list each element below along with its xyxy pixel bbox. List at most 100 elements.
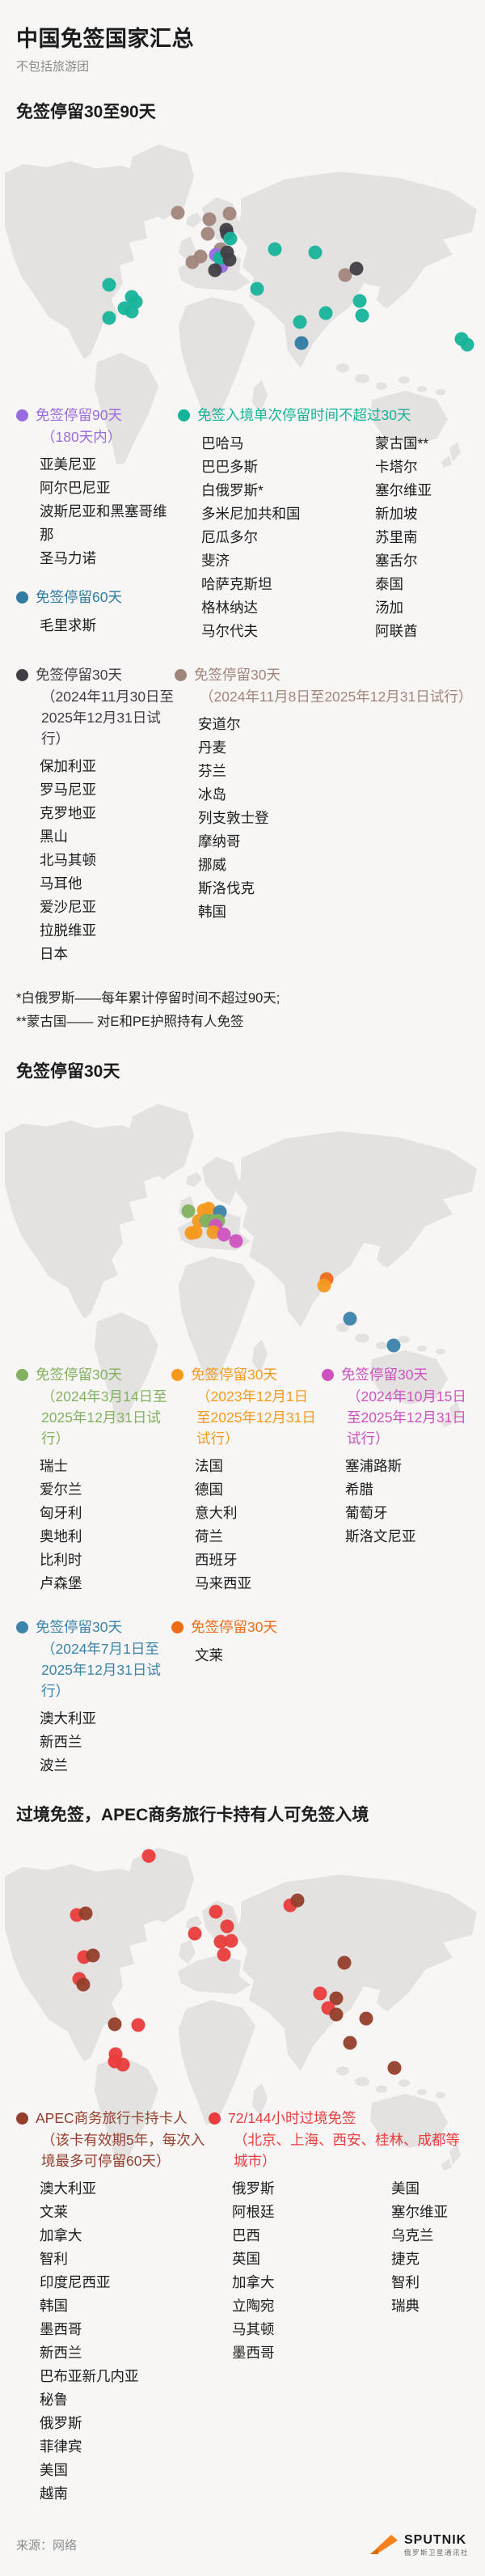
legend-dot — [171, 1621, 183, 1633]
country-item: 文莱 — [195, 1647, 223, 1663]
map-dot — [188, 1225, 203, 1239]
country-item: 圣马力诺 — [40, 550, 96, 566]
country-list: 美国 塞尔维亚 乌克兰 捷克 智利 瑞典 — [368, 2177, 485, 2365]
country-item: 法国 — [195, 1458, 223, 1474]
legend-group: 免签入境单次停留时间不超过30天 巴哈马 巴巴多斯 白俄罗斯* 多米尼加共和国 厄瓜多尔斐… — [178, 405, 469, 643]
legend-group: 免签停留30天 （2024年11月30日至2025年12月31日试行） 保加利亚 罗马… — [16, 664, 175, 966]
map-dot — [188, 1926, 202, 1941]
map-dot — [202, 212, 217, 227]
country-list: 俄罗斯 阿根廷 巴西 英国 加拿大 立陶宛 马其顿 墨西哥 — [209, 2177, 368, 2365]
legend: 免签停留30天 （2024年3月14日至2025年12月31日试行） 瑞士 爱尔兰 匈牙… — [0, 1364, 485, 1777]
country-item: 巴西 — [232, 2227, 260, 2243]
country-item: 黑山 — [40, 828, 68, 845]
country-item: 越南 — [40, 2485, 68, 2502]
map-dot — [349, 261, 364, 276]
country-item: 墨西哥 — [40, 2321, 82, 2337]
map-dot — [308, 245, 323, 260]
legend-group: 免签停留60天毛里求斯 — [16, 587, 178, 638]
map-dot — [222, 206, 237, 221]
country-item: 波斯尼亚和黑塞哥维那 — [40, 503, 167, 543]
legend-row: 免签停留30天 （2024年7月1日至2025年12月31日试行） 澳大利亚 新西兰波… — [16, 1616, 469, 1777]
country-item: 墨西哥 — [232, 2345, 275, 2361]
legend-title: 免签停留30天 — [36, 1366, 122, 1383]
legend-title: 免签停留30天 — [191, 1619, 277, 1635]
country-list: 瑞士 爱尔兰 匈牙利 奥地利 比利时 卢森堡 — [16, 1455, 171, 1595]
map-dot — [78, 1906, 93, 1921]
map-dot — [102, 311, 116, 325]
legend-title: 免签停留60天 — [36, 589, 122, 605]
map-dot — [206, 1225, 221, 1239]
source-label: 来源：网络 — [16, 2538, 78, 2553]
country-item: 澳大利亚 — [40, 1710, 96, 1727]
legend-subtitle: （2024年7月1日至2025年12月31日试行） — [41, 1641, 161, 1699]
legend-cell: 免签停留30天 （2024年10月15日至2025年12月31日试行） 塞浦路斯 希腊… — [322, 1364, 469, 1549]
country-item: 意大利 — [195, 1505, 238, 1521]
country-item: 白俄罗斯* — [201, 482, 264, 498]
legend-dot — [209, 2112, 221, 2125]
country-item: 多米尼加共和国 — [201, 506, 301, 522]
country-item: 奥地利 — [40, 1528, 82, 1544]
country-item: 巴巴多斯 — [201, 459, 258, 475]
map-dot — [185, 255, 200, 269]
country-item: 卡塔尔 — [375, 459, 418, 475]
country-item: 摩纳哥 — [198, 833, 241, 849]
legend-dot — [16, 2112, 28, 2125]
map-dot — [329, 1991, 344, 2006]
legend-title: 72/144小时过境免签 — [228, 2110, 356, 2126]
map-dot — [200, 227, 215, 241]
legend-dot — [322, 1369, 334, 1381]
country-item: 斯洛文尼亚 — [345, 1528, 416, 1544]
legend-subtitle: （2024年11月30日至2025年12月31日试行） — [41, 688, 175, 747]
page-subtitle: 不包括旅游团 — [16, 60, 90, 74]
country-item: 文莱 — [40, 2204, 68, 2220]
country-item: 厄瓜多尔 — [201, 529, 258, 545]
country-item: 哈萨克斯坦 — [201, 576, 272, 592]
map-dot — [460, 337, 474, 352]
map-dot — [217, 1227, 231, 1242]
map-dot — [386, 1338, 401, 1353]
country-item: 阿尔巴尼亚 — [40, 480, 111, 496]
page-title: 中国免签国家汇总 — [16, 27, 194, 51]
section-1: 免签停留30天 免签停留30天 （2024年3月14日至2025年12月31日试行… — [0, 1058, 485, 1777]
country-item: 罗马尼亚 — [40, 782, 96, 798]
country-item: 汤加 — [375, 600, 403, 616]
country-item: 美国 — [391, 2180, 420, 2197]
country-list: 保加利亚 罗马尼亚 克罗地亚 黑山 北马其顿 马耳他 爱沙尼亚 拉脱维亚 日本 — [16, 755, 175, 966]
map-dot — [181, 1204, 196, 1218]
section-header: 免签停留30至90天 — [16, 103, 156, 121]
country-item: 冰岛 — [198, 786, 226, 803]
page-footer: 来源：网络 SPUTNIK 俄罗斯卫星通讯社 — [0, 2506, 485, 2576]
sections-container: 免签停留30至90天 免签停留90天 （180天内） 亚美尼亚 阿尔巴尼亚 波斯尼亚和黑… — [0, 99, 485, 2506]
country-item: 英国 — [232, 2251, 260, 2267]
map-dot — [209, 1904, 223, 1919]
legend-cell: 免签停留30天 （2023年12月1日至2025年12月31日试行） 法国 德国 意大利… — [171, 1364, 322, 1595]
country-item: 韩国 — [198, 904, 226, 920]
legend-subtitle: （2023年12月1日至2025年12月31日试行） — [196, 1388, 316, 1447]
legend-title: 免签停留30天 — [194, 667, 280, 683]
country-item: 马来西亚 — [195, 1575, 251, 1591]
map-dot — [355, 308, 369, 323]
country-item: 西班牙 — [195, 1552, 238, 1568]
map-dot — [250, 282, 264, 296]
country-item: 加拿大 — [40, 2227, 82, 2243]
country-list: 文莱 — [171, 1644, 469, 1667]
footnotes: *白俄罗斯——每年累计停留时间不超过90天; **蒙古国—— 对E和PE护照持有人… — [16, 987, 469, 1034]
legend-cell: 免签停留90天 （180天内） 亚美尼亚 阿尔巴尼亚 波斯尼亚和黑塞哥维那 圣马力诺 免签停… — [16, 405, 178, 638]
legend-cell: 免签入境单次停留时间不超过30天 巴哈马 巴巴多斯 白俄罗斯* 多米尼加共和国 厄瓜多尔斐… — [178, 405, 469, 643]
legend: 免签停留90天 （180天内） 亚美尼亚 阿尔巴尼亚 波斯尼亚和黑塞哥维那 圣马力诺 免签停… — [0, 405, 485, 1034]
country-item: 希腊 — [345, 1481, 373, 1498]
country-item: 新西兰 — [40, 2345, 82, 2361]
map-dot — [217, 1947, 231, 1962]
country-list: 毛里求斯 — [16, 614, 178, 638]
map-dot — [213, 1934, 228, 1949]
country-item: 巴布亚新几内亚 — [40, 2368, 139, 2384]
legend-dot — [16, 1621, 28, 1633]
sputnik-logo: SPUTNIK 俄罗斯卫星通讯社 — [369, 2533, 469, 2557]
map-dot — [343, 2036, 357, 2050]
map-dot — [208, 263, 222, 278]
legend-dot — [171, 1369, 183, 1381]
map-dot — [317, 1278, 331, 1293]
legend-cell: 72/144小时过境免签 （北京、上海、西安、桂林、成都等城市） 俄罗斯 阿根廷 巴西英… — [209, 2108, 469, 2365]
country-item: 塞尔维亚 — [391, 2204, 448, 2220]
country-item: 菲律宾 — [40, 2438, 82, 2455]
